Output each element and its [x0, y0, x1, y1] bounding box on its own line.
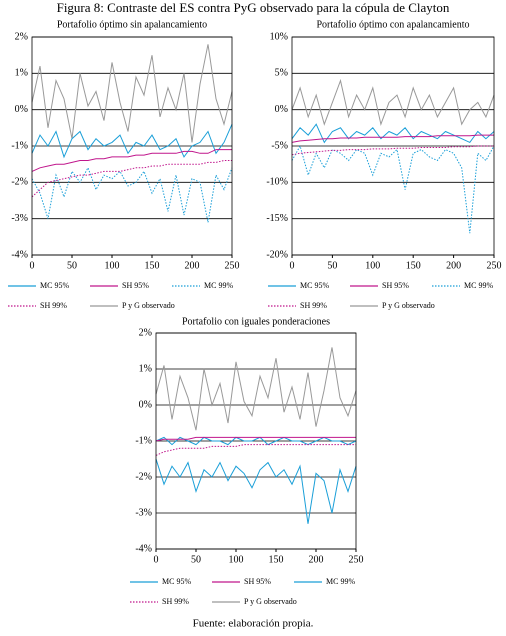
y-tick-label: -1%	[11, 140, 28, 151]
x-tick-label: 150	[145, 260, 160, 271]
x-tick-label: 100	[105, 260, 120, 271]
series-line	[291, 144, 495, 234]
y-tick-label: 2%	[139, 327, 152, 338]
y-tick-label: 1%	[15, 68, 28, 79]
series-line	[155, 436, 356, 442]
series-line	[155, 347, 357, 431]
series-line	[291, 123, 495, 144]
legend-label: MC 95%	[162, 577, 191, 586]
legend-label: P y G observado	[244, 597, 297, 606]
series-line	[31, 123, 233, 159]
y-tick-label: -2%	[11, 177, 28, 188]
series-line	[291, 134, 494, 143]
legend-label: P y G observado	[122, 301, 175, 310]
legend-label: SH 99%	[162, 597, 189, 606]
series-line	[291, 78, 495, 126]
x-tick-label: 250	[349, 554, 364, 565]
y-tick-label: 2%	[15, 31, 28, 42]
series-line	[31, 149, 232, 172]
y-tick-label: -1%	[135, 435, 152, 446]
legend-label: MC 99%	[204, 281, 233, 290]
chart-title: Portafolio con iguales ponderaciones	[182, 316, 330, 327]
x-tick-label: 250	[487, 260, 502, 271]
series-line	[155, 444, 356, 456]
series-line	[31, 44, 233, 143]
legend-label: SH 99%	[40, 301, 67, 310]
y-tick-label: -20%	[266, 249, 288, 260]
x-tick-label: 0	[30, 260, 35, 271]
series-line	[31, 166, 233, 223]
chart-title: Portafolio óptimo sin apalancamiento	[57, 19, 207, 30]
y-tick-label: 10%	[270, 31, 288, 42]
y-tick-label: -5%	[271, 140, 288, 151]
legend-label: SH 95%	[382, 281, 409, 290]
y-tick-label: -3%	[11, 213, 28, 224]
series-line	[291, 145, 494, 156]
y-tick-label: 1%	[139, 363, 152, 374]
x-tick-label: 50	[327, 260, 337, 271]
legend-label: P y G observado	[382, 301, 435, 310]
x-tick-label: 0	[290, 260, 295, 271]
y-tick-label: -3%	[135, 507, 152, 518]
y-tick-label: 5%	[275, 68, 288, 79]
y-tick-label: 0%	[275, 104, 288, 115]
y-tick-label: -2%	[135, 471, 152, 482]
plot-frame	[31, 36, 233, 256]
plot-frame	[155, 332, 357, 550]
legend-label: MC 95%	[300, 281, 329, 290]
legend-label: SH 99%	[300, 301, 327, 310]
y-tick-label: -4%	[135, 543, 152, 554]
y-tick-label: -15%	[266, 213, 288, 224]
plot-frame	[291, 36, 495, 256]
source-note: Fuente: elaboración propia.	[193, 618, 314, 630]
legend-label: MC 99%	[464, 281, 493, 290]
x-tick-label: 200	[309, 554, 324, 565]
x-tick-label: 150	[406, 260, 421, 271]
legend-label: SH 95%	[244, 577, 271, 586]
series-line	[155, 436, 357, 446]
x-tick-label: 50	[67, 260, 77, 271]
y-tick-label: -4%	[11, 249, 28, 260]
figure-title: Figura 8: Contraste del ES contra PyG ob…	[57, 0, 450, 15]
x-tick-label: 100	[365, 260, 380, 271]
x-tick-label: 250	[225, 260, 240, 271]
legend-label: SH 95%	[122, 281, 149, 290]
x-tick-label: 50	[191, 554, 201, 565]
x-tick-label: 0	[154, 554, 159, 565]
y-tick-label: 0%	[15, 104, 28, 115]
legend-label: MC 95%	[40, 281, 69, 290]
series-line	[31, 160, 232, 198]
x-tick-label: 200	[446, 260, 461, 271]
legend-label: MC 99%	[326, 577, 355, 586]
y-tick-label: 0%	[139, 399, 152, 410]
x-tick-label: 200	[185, 260, 200, 271]
y-tick-label: -10%	[266, 177, 288, 188]
x-tick-label: 100	[229, 554, 244, 565]
series-line	[155, 458, 357, 524]
chart-title: Portafolio óptimo con apalancamiento	[316, 19, 469, 30]
x-tick-label: 150	[269, 554, 284, 565]
